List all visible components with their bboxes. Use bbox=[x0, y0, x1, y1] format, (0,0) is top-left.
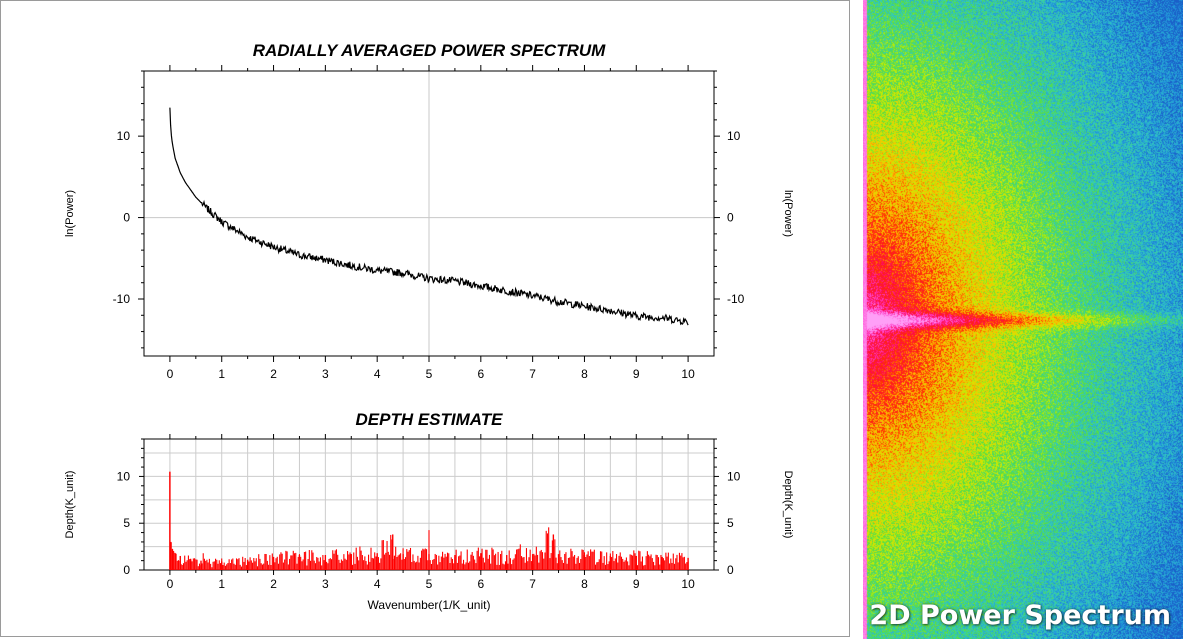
x-tick-label: 4 bbox=[374, 577, 381, 591]
spectrum-panel-title: 2D Power Spectrum bbox=[869, 600, 1171, 631]
y-tick-label-right: 5 bbox=[727, 516, 734, 530]
y-tick-label-right: 0 bbox=[727, 211, 734, 225]
chart-title: DEPTH ESTIMATE bbox=[355, 410, 503, 429]
y-tick-label-right: 0 bbox=[727, 563, 734, 577]
x-tick-label: 10 bbox=[681, 367, 695, 381]
x-tick-label: 0 bbox=[167, 577, 174, 591]
y-tick-label-left: 10 bbox=[117, 129, 131, 143]
chart-title: RADIALLY AVERAGED POWER SPECTRUM bbox=[253, 41, 606, 60]
x-tick-label: 5 bbox=[426, 367, 433, 381]
y-tick-label-left: 0 bbox=[123, 563, 130, 577]
y-axis-label-left: ln(Power) bbox=[64, 190, 76, 237]
x-tick-label: 8 bbox=[581, 367, 588, 381]
x-axis-label: Wavenumber(1/K_unit) bbox=[368, 598, 491, 612]
x-tick-label: 9 bbox=[633, 367, 640, 381]
power-spectrum-line bbox=[169, 107, 689, 326]
y-axis-label-right: Depth(K_unit) bbox=[782, 471, 794, 539]
x-tick-label: 7 bbox=[529, 577, 536, 591]
chart-panel: 0 1 2 3 4 5 6 7 8 9 10 -10 -10 0 0 10 10 RADIALLY AVERAGE… bbox=[0, 0, 850, 637]
x-tick-label: 4 bbox=[374, 367, 381, 381]
x-tick-label: 1 bbox=[218, 367, 225, 381]
y-axis-label-left: Depth(K_unit) bbox=[64, 471, 76, 539]
depth-bars bbox=[169, 471, 689, 570]
y-tick-label-left: 0 bbox=[123, 211, 130, 225]
x-tick-label: 2 bbox=[270, 577, 277, 591]
x-tick-label: 9 bbox=[633, 577, 640, 591]
x-tick-label: 1 bbox=[218, 577, 225, 591]
y-tick-label-right: 10 bbox=[727, 469, 741, 483]
x-tick-label: 6 bbox=[477, 367, 484, 381]
x-tick-label: 7 bbox=[529, 367, 536, 381]
x-tick-label: 10 bbox=[681, 577, 695, 591]
x-tick-label: 3 bbox=[322, 367, 329, 381]
x-tick-label: 8 bbox=[581, 577, 588, 591]
x-tick-label: 3 bbox=[322, 577, 329, 591]
x-tick-label: 5 bbox=[426, 577, 433, 591]
y-axis-label-right: ln(Power) bbox=[782, 190, 794, 237]
y-tick-label-left: -10 bbox=[113, 292, 131, 306]
spectrum-image-panel: 2D Power Spectrum bbox=[863, 0, 1183, 639]
y-tick-label-left: 10 bbox=[117, 469, 131, 483]
y-tick-label-left: 5 bbox=[123, 516, 130, 530]
x-tick-label: 6 bbox=[477, 577, 484, 591]
x-tick-label: 0 bbox=[167, 367, 174, 381]
y-tick-label-right: 10 bbox=[727, 129, 741, 143]
power-spectrum-image bbox=[863, 0, 1183, 639]
power-spectrum-chart: 0 1 2 3 4 5 6 7 8 9 10 -10 -10 0 0 10 10 RADIALLY AVERAGE… bbox=[64, 41, 794, 381]
y-tick-label-right: -10 bbox=[727, 292, 745, 306]
x-tick-label: 2 bbox=[270, 367, 277, 381]
depth-estimate-chart: 0 1 2 3 4 5 6 7 8 9 10 0 0 5 5 10 10 DEPTH ESTIMATE Depth(… bbox=[64, 410, 794, 612]
